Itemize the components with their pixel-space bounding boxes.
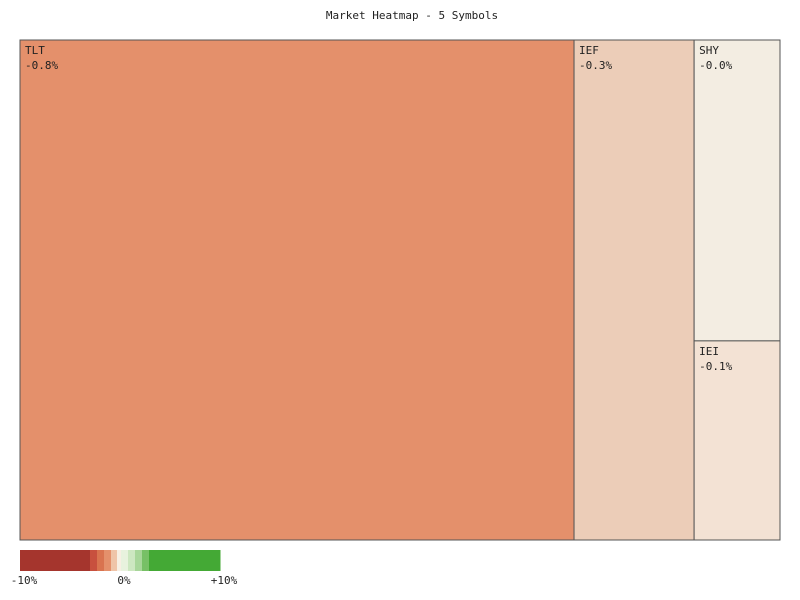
tile-change: -0.8% <box>25 59 58 72</box>
colorbar-segment <box>104 550 112 571</box>
tile-symbol: IEI <box>699 345 719 358</box>
colorbar-segment <box>128 550 136 571</box>
tile-symbol: IEF <box>579 44 599 57</box>
tile <box>19 39 575 541</box>
colorbar-segment <box>117 550 122 571</box>
colorbar-segment <box>142 550 150 571</box>
tile <box>693 39 781 342</box>
colorbar-tick-label: 0% <box>117 574 131 587</box>
tile <box>693 340 781 541</box>
tile-symbol: TLT <box>25 44 45 57</box>
colorbar-segment <box>149 550 221 571</box>
tile-change: -0.0% <box>699 59 732 72</box>
colorbar-tick-label: -10% <box>11 574 38 587</box>
tile-change: -0.1% <box>699 360 732 373</box>
colorbar-segment <box>90 550 98 571</box>
tile-symbol: SHY <box>699 44 719 57</box>
colorbar-tick-label: +10% <box>211 574 238 587</box>
colorbar-segment <box>111 550 118 571</box>
colorbar-segment <box>135 550 143 571</box>
colorbar-segment <box>121 550 129 571</box>
colorbar-segment <box>20 550 91 571</box>
chart-title: Market Heatmap - 5 Symbols <box>326 9 498 22</box>
tile <box>573 39 695 541</box>
tile-change: -0.3% <box>579 59 612 72</box>
colorbar-segment <box>97 550 105 571</box>
